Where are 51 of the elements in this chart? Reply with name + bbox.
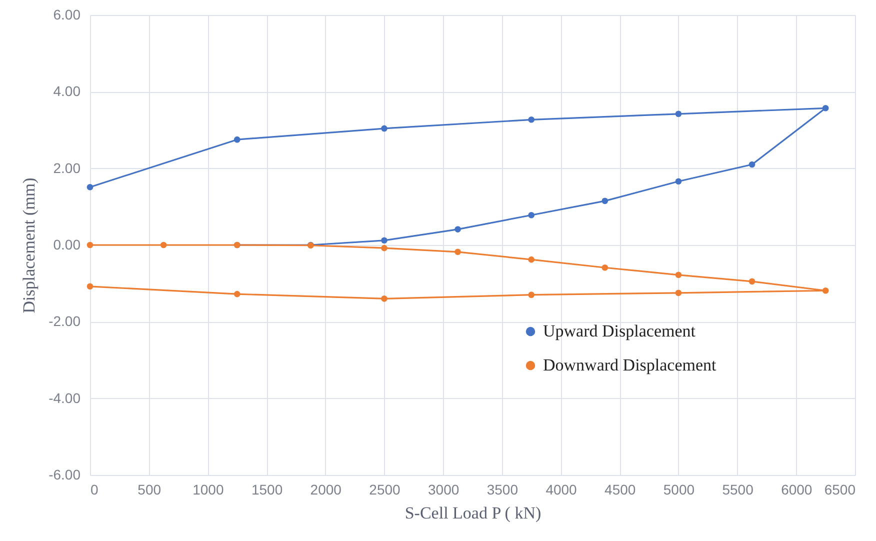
point (822, 287, 829, 294)
x-tick-label: 2000 (310, 482, 342, 498)
point (234, 290, 240, 298)
y-tick-label: 4.00 (53, 83, 81, 100)
legend-label: Downward Displacement (543, 356, 717, 374)
point (86, 283, 94, 290)
x-axis-title: S-Cell Load P ( kN) (404, 504, 542, 522)
point (675, 178, 682, 185)
point (86, 184, 94, 190)
point (528, 212, 535, 218)
y-tick-label: -6.00 (48, 466, 81, 482)
x-tick-label: 6500 (824, 482, 856, 498)
point (381, 244, 388, 252)
point (234, 136, 240, 143)
x-tick-label: 5000 (663, 482, 695, 498)
x-tick-label: 3500 (486, 482, 518, 498)
point (528, 292, 535, 298)
point (381, 237, 388, 244)
x-tick-label: 3000 (428, 482, 460, 498)
point (602, 198, 608, 204)
point (675, 290, 682, 296)
x-tick-label: 6000 (781, 482, 812, 498)
y-tick-label: -2.00 (48, 313, 81, 330)
x-tick-label: 4500 (604, 482, 636, 498)
point (822, 104, 829, 112)
point (160, 242, 167, 248)
y-tick-label: -4.00 (48, 390, 81, 406)
point (454, 248, 461, 256)
y-tick-label: 6.00 (53, 6, 81, 22)
x-tick-label: 500 (138, 482, 162, 498)
point (675, 110, 682, 118)
x-tick-label: 0 (90, 482, 98, 498)
point (748, 278, 756, 285)
x-tick-label: 5500 (722, 482, 754, 498)
point (454, 226, 461, 232)
legend-label: Upward Displacement (543, 322, 696, 340)
point (528, 256, 535, 263)
y-axis-title: Displacement (mm) (20, 178, 39, 314)
point (675, 272, 682, 278)
y-tick-label: 0.00 (53, 236, 81, 252)
point (748, 161, 756, 168)
point (381, 125, 388, 132)
x-tick-label: 2500 (369, 482, 401, 498)
point (602, 264, 608, 271)
x-tick-label: 1000 (192, 482, 224, 498)
y-tick-label: 2.00 (53, 160, 81, 176)
x-tick-label: 1500 (251, 482, 283, 498)
point (86, 242, 94, 248)
point (381, 296, 388, 302)
point (528, 116, 535, 123)
x-tick-label: 4000 (546, 482, 578, 498)
